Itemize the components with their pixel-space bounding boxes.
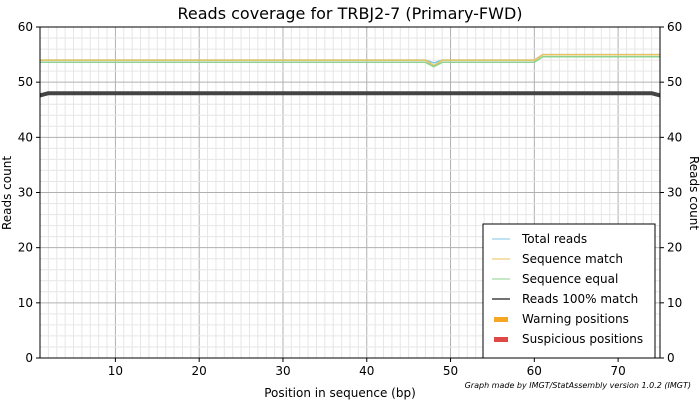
graph-credit: Graph made by IMGT/StatAssembly version … — [465, 381, 691, 390]
y-tick-label-left: 0 — [25, 351, 33, 365]
series-line-2 — [40, 56, 660, 68]
y-tick-label-left: 30 — [18, 186, 33, 200]
y-tick-label-right: 20 — [667, 241, 682, 255]
x-tick-label: 20 — [192, 364, 207, 378]
legend-label: Suspicious positions — [522, 332, 643, 346]
legend-label: Reads 100% match — [522, 292, 638, 306]
legend-swatch — [494, 317, 508, 322]
legend-label: Total reads — [521, 232, 587, 246]
y-axis-label-left: Reads count — [0, 156, 14, 230]
x-tick-label: 30 — [275, 364, 290, 378]
x-tick-label: 50 — [443, 364, 458, 378]
legend-label: Warning positions — [522, 312, 629, 326]
y-tick-label-left: 60 — [18, 20, 33, 34]
y-tick-label-left: 50 — [18, 75, 33, 89]
y-tick-label-right: 10 — [667, 296, 682, 310]
series-line-3 — [39, 91, 661, 98]
x-axis-label: Position in sequence (bp) — [264, 386, 416, 400]
x-tick-label: 40 — [359, 364, 374, 378]
axis-ticks: 10 20 30 40 50 60 70 0 0 10 10 20 20 30 30 40 40 50 50 60 60 — [18, 20, 683, 378]
x-tick-label: 10 — [108, 364, 123, 378]
legend-swatch — [494, 337, 508, 342]
x-tick-label: 60 — [527, 364, 542, 378]
y-tick-label-left: 20 — [18, 241, 33, 255]
y-tick-label-right: 0 — [667, 351, 675, 365]
legend-box — [482, 223, 656, 359]
y-axis-label-right: Reads count — [687, 156, 700, 230]
series-line-1 — [40, 53, 660, 67]
y-tick-label-right: 30 — [667, 186, 682, 200]
y-tick-label-right: 60 — [667, 20, 682, 34]
y-tick-label-right: 50 — [667, 75, 682, 89]
legend-label: Sequence match — [522, 252, 623, 266]
y-tick-label-left: 10 — [18, 296, 33, 310]
y-tick-label-right: 40 — [667, 130, 682, 144]
x-tick-label: 70 — [610, 364, 625, 378]
y-tick-label-left: 40 — [18, 130, 33, 144]
legend-label: Sequence equal — [522, 272, 618, 286]
legend: Total reads Sequence match Sequence equal R… — [482, 223, 656, 359]
series-lines — [39, 53, 661, 98]
chart-title: Reads coverage for TRBJ2-7 (Primary-FWD) — [177, 4, 522, 23]
